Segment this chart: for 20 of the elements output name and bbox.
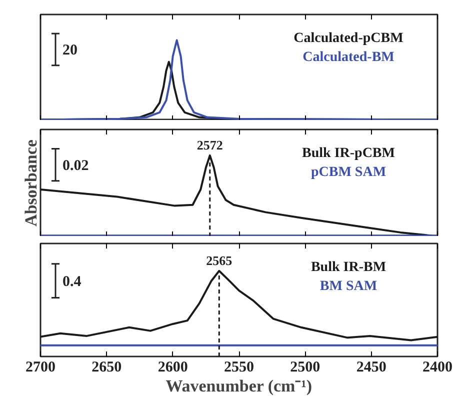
annotation: 20 <box>62 42 78 58</box>
y-axis-title: Absorbance <box>22 139 40 226</box>
x-tick-label: 2550 <box>224 360 254 376</box>
x-axis-title: Wavenumber (cm⁻¹) <box>166 376 312 396</box>
x-tick-label: 2400 <box>422 360 452 376</box>
x-tick-label: 2450 <box>356 360 386 376</box>
annotation: 0.4 <box>62 274 82 290</box>
text: Calculated-BM <box>302 50 394 65</box>
annotation: 2565 <box>206 252 233 268</box>
text: Calculated-pCBM <box>294 31 404 46</box>
x-tick-label: 2650 <box>92 360 122 376</box>
annotation: 0.02 <box>62 158 89 174</box>
text: Bulk IR-pCBM <box>302 146 395 161</box>
x-tick-label: 2600 <box>158 360 188 376</box>
text: pCBM SAM <box>310 165 386 180</box>
text: Bulk IR-BM <box>310 260 386 275</box>
text: BM SAM <box>320 279 378 294</box>
x-tick-label: 2500 <box>290 360 320 376</box>
x-tick-label: 2700 <box>26 360 56 376</box>
annotation: 2572 <box>196 137 223 152</box>
